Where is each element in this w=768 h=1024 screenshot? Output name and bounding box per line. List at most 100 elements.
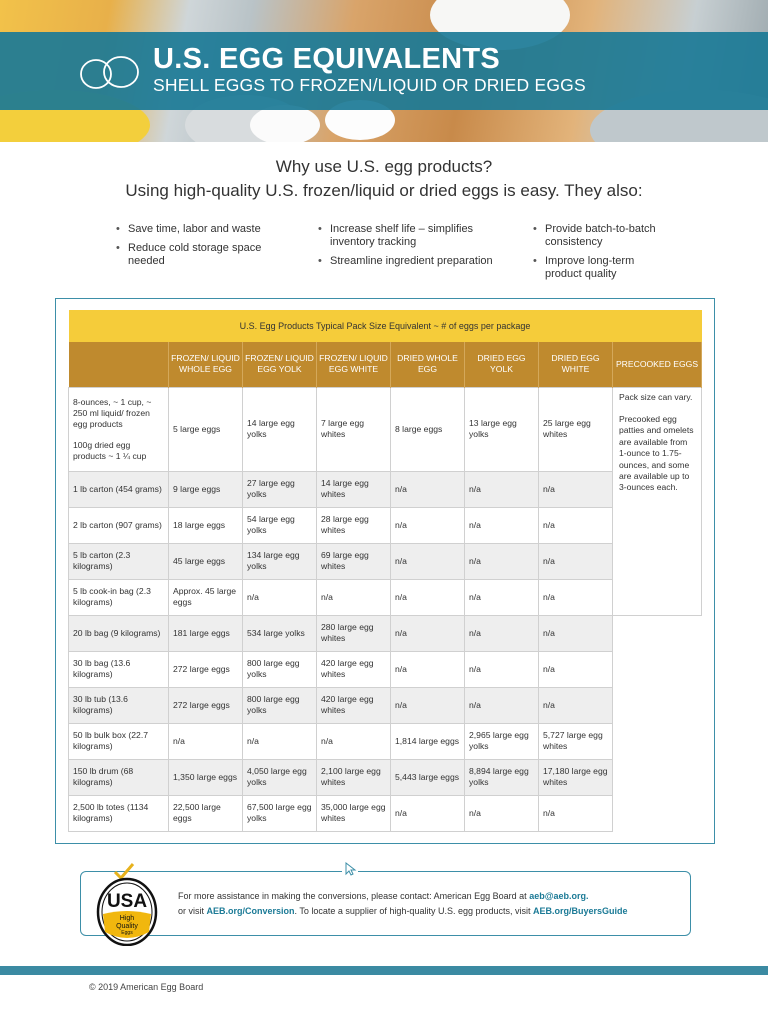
contact-line1: For more assistance in making the conver… [178,891,530,901]
value-cell-dy: n/a [464,614,539,652]
value-cell-dwh: 17,180 large egg whites [538,758,613,796]
contact-line2-prefix: or visit [178,906,207,916]
table-frame [55,298,715,844]
intro-question: Why use U.S. egg products? [275,157,493,176]
benefit-item: Save time, labor and waste [116,223,296,236]
table-row: 2,500 lb totes (1134 kilograms) 22,500 la… [68,794,702,832]
pack-size-cell: 5 lb cook-in bag (2.3 kilograms) [68,578,169,616]
value-cell-fy: 4,050 large egg yolks [242,758,317,796]
precooked-empty-cell [611,759,702,795]
benefit-item: Improve long-term product quality [533,255,663,281]
value-cell-fy: 67,500 large egg yolks [242,794,317,832]
header-frozen-yolk: FROZEN/ LIQUID EGG YOLK [242,342,317,387]
buyers-guide-link[interactable]: AEB.org/BuyersGuide [533,906,628,916]
email-link[interactable]: aeb@aeb.org. [529,891,589,901]
value-cell-dw: n/a [390,686,465,724]
pack-size-cell: 2,500 lb totes (1134 kilograms) [68,794,169,832]
value-cell-dwh: n/a [538,686,613,724]
title-band [0,32,768,110]
value-cell-fwh: 420 large egg whites [316,650,391,688]
table-row: 1 lb carton (454 grams) 9 large eggs 27 la… [68,470,702,508]
value-cell-dy: n/a [464,794,539,832]
value-cell-fy: 534 large yolks [242,614,317,652]
table-row: 50 lb bulk box (22.7 kilograms) n/a n/a n/a… [68,722,702,760]
header-dried-yolk: DRIED EGG YOLK [464,342,539,387]
value-cell-dwh: n/a [538,650,613,688]
footer-bar [0,966,768,975]
value-cell-fwh: 14 large egg whites [316,470,391,508]
table-row: 5 lb cook-in bag (2.3 kilograms) Approx. … [68,578,702,616]
page-subtitle: SHELL EGGS TO FROZEN/LIQUID OR DRIED EGG… [153,75,586,95]
value-cell-dw: 1,814 large eggs [390,722,465,760]
value-cell-fw: 1,350 large eggs [168,758,243,796]
value-cell-dy: n/a [464,578,539,616]
equivalents-table-wrapper: U.S. Egg Products Typical Pack Size Equi… [68,310,703,832]
value-cell-fw: 272 large eggs [168,686,243,724]
value-cell-dy: n/a [464,542,539,580]
value-cell-dy: n/a [464,686,539,724]
contact-box [80,871,691,936]
table-row: 30 lb tub (13.6 kilograms) 272 large eggs… [68,686,702,724]
benefits-list-1: Save time, labor and waste Reduce cold s… [116,223,296,274]
precooked-note-cell: Pack size can vary. Precooked egg patties… [611,386,703,616]
table-row: 20 lb bag (9 kilograms) 181 large eggs 534… [68,614,702,652]
header-frozen-whole: FROZEN/ LIQUID WHOLE EGG [168,342,243,387]
value-cell-dw: n/a [390,542,465,580]
equivalents-table: U.S. Egg Products Typical Pack Size Equi… [68,310,703,832]
value-cell-fw: 22,500 large eggs [168,794,243,832]
pack-size-cell: 5 lb carton (2.3 kilograms) [68,542,169,580]
value-cell-dw: n/a [390,614,465,652]
value-cell-fwh: 7 large egg whites [316,386,391,472]
precooked-empty-cell [611,723,702,759]
header-dried-white: DRIED EGG WHITE [538,342,613,387]
value-cell-fw: 18 large eggs [168,506,243,544]
logo-usa-text: USA [107,891,147,912]
value-cell-fwh: 280 large egg whites [316,614,391,652]
benefits-list-2: Increase shelf life – simplifies invento… [318,223,508,274]
precooked-empty-cell [611,615,702,651]
contact-text: For more assistance in making the conver… [178,889,628,919]
table-row: 30 lb bag (13.6 kilograms) 272 large eggs… [68,650,702,688]
precooked-note-pack-size: Pack size can vary. [619,391,693,402]
benefit-item: Provide batch-to-batch consistency [533,223,663,249]
value-cell-fwh: 69 large egg whites [316,542,391,580]
usa-quality-eggs-logo: USA High Quality Eggs [96,863,158,946]
value-cell-fwh: 420 large egg whites [316,686,391,724]
precooked-empty-cell [611,687,702,723]
pack-size-cell: 30 lb bag (13.6 kilograms) [68,650,169,688]
pack-size-cell: 8-ounces, ~ 1 cup, ~ 250 ml liquid/ froz… [68,386,169,472]
value-cell-dw: n/a [390,794,465,832]
value-cell-dy: 2,965 large egg yolks [464,722,539,760]
precooked-empty-cell [611,651,702,687]
value-cell-fy: 54 large egg yolks [242,506,317,544]
value-cell-dw: 5,443 large eggs [390,758,465,796]
value-cell-dwh: n/a [538,794,613,832]
pack-size-label-dried: 100g dried egg products ~ 1 ¼ cup [73,439,147,461]
pack-size-cell: 30 lb tub (13.6 kilograms) [68,686,169,724]
value-cell-dw: n/a [390,470,465,508]
contact-line2-middle: . To locate a supplier of high-quality U… [294,906,533,916]
value-cell-fwh: n/a [316,722,391,760]
value-cell-dwh: n/a [538,506,613,544]
header-blank [68,342,169,387]
value-cell-dw: n/a [390,506,465,544]
intro-statement: Using high-quality U.S. frozen/liquid or… [125,181,643,200]
value-cell-dwh: 25 large egg whites [538,386,613,472]
value-cell-fy: n/a [242,722,317,760]
table-row: 5 lb carton (2.3 kilograms) 45 large eggs… [68,542,702,580]
value-cell-fwh: 2,100 large egg whites [316,758,391,796]
benefits-list-3: Provide batch-to-batch consistency Impro… [533,223,663,287]
value-cell-fw: Approx. 45 large eggs [168,578,243,616]
value-cell-fw: n/a [168,722,243,760]
value-cell-fwh: 28 large egg whites [316,506,391,544]
logo-line2: Quality [116,923,138,930]
value-cell-dw: n/a [390,650,465,688]
conversion-link[interactable]: AEB.org/Conversion [206,906,295,916]
value-cell-fwh: 35,000 large egg whites [316,794,391,832]
table-row: 150 lb drum (68 kilograms) 1,350 large eg… [68,758,702,796]
header-banner-image: U.S. EGG EQUIVALENTS SHELL EGGS TO FROZE… [0,0,768,142]
value-cell-fy: 800 large egg yolks [242,686,317,724]
value-cell-fwh: n/a [316,578,391,616]
value-cell-dwh: 5,727 large egg whites [538,722,613,760]
value-cell-dy: 8,894 large egg yolks [464,758,539,796]
